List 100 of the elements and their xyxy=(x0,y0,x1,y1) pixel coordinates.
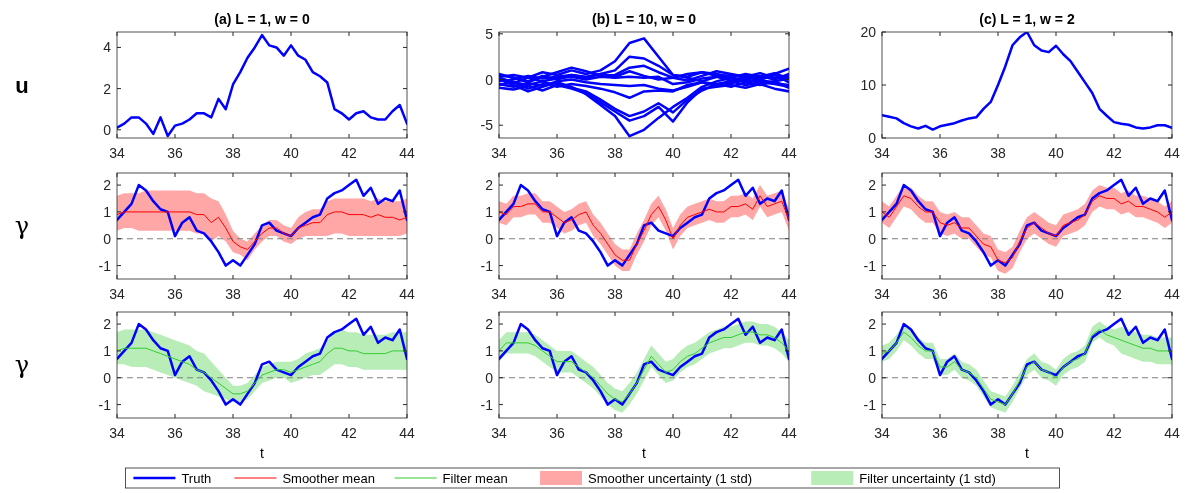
x-tick-label: 34 xyxy=(874,286,890,302)
x-tick-label: 36 xyxy=(549,286,565,302)
y-tick-label: 2 xyxy=(103,80,112,97)
legend-label: Smoother mean xyxy=(282,471,375,486)
x-tick-label: 40 xyxy=(1048,145,1064,161)
x-tick-label: 40 xyxy=(665,286,681,302)
y-tick-label: 2 xyxy=(103,316,112,333)
y-tick-label: 0 xyxy=(103,121,112,138)
x-tick-label: 38 xyxy=(990,145,1006,161)
x-tick-label: 42 xyxy=(341,286,357,302)
x-tick-label: 38 xyxy=(990,286,1006,302)
x-tick-label: 36 xyxy=(549,145,565,161)
x-tick-label: 42 xyxy=(723,286,739,302)
x-tick-label: 38 xyxy=(225,425,241,441)
x-tick-label: 44 xyxy=(1164,425,1180,441)
y-tick-label: 2 xyxy=(485,177,494,194)
x-tick-label: 36 xyxy=(549,425,565,441)
x-tick-label: 40 xyxy=(1048,286,1064,302)
chart-title: (a) L = 1, w = 0 xyxy=(214,11,310,27)
x-tick-label: 36 xyxy=(167,286,183,302)
x-axis-title: t xyxy=(260,445,265,461)
y-tick-label: -1 xyxy=(98,257,112,274)
x-tick-label: 44 xyxy=(399,145,415,161)
y-tick-label: 2 xyxy=(868,177,877,194)
x-tick-label: 44 xyxy=(399,286,415,302)
legend-label: Filter mean xyxy=(442,471,508,486)
x-tick-label: 38 xyxy=(990,425,1006,441)
x-tick-label: 40 xyxy=(283,425,299,441)
x-tick-label: 34 xyxy=(874,425,890,441)
x-tick-label: 42 xyxy=(1106,145,1122,161)
x-tick-label: 34 xyxy=(109,145,125,161)
x-tick-label: 44 xyxy=(781,145,797,161)
x-tick-label: 44 xyxy=(1164,286,1180,302)
y-tick-label: 0 xyxy=(485,230,494,247)
x-tick-label: 40 xyxy=(283,145,299,161)
y-axis-title: u xyxy=(15,73,29,98)
y-tick-label: 1 xyxy=(103,342,112,359)
y-tick-label: 2 xyxy=(485,316,494,333)
y-tick-label: -5 xyxy=(480,117,494,134)
y-tick-label: 1 xyxy=(103,203,112,220)
x-tick-label: 44 xyxy=(1164,145,1180,161)
x-axis-title: t xyxy=(1025,445,1030,461)
x-tick-label: 34 xyxy=(874,145,890,161)
y-tick-label: 1 xyxy=(868,203,877,220)
y-tick-label: -1 xyxy=(863,396,877,413)
y-tick-label: 4 xyxy=(103,39,112,56)
text: Filter uncertainty (1 std) xyxy=(859,471,996,486)
x-tick-label: 40 xyxy=(665,425,681,441)
x-tick-label: 36 xyxy=(932,425,948,441)
x-tick-label: 38 xyxy=(607,145,623,161)
y-tick-label: 1 xyxy=(485,342,494,359)
y-tick-label: 0 xyxy=(868,130,877,146)
chart-title: (b) L = 10, w = 0 xyxy=(591,11,697,27)
x-tick-label: 38 xyxy=(607,425,623,441)
x-tick-label: 38 xyxy=(225,145,241,161)
y-tick-label: 0 xyxy=(868,230,877,247)
x-tick-label: 36 xyxy=(167,145,183,161)
y-tick-label: 1 xyxy=(485,203,494,220)
x-tick-label: 44 xyxy=(781,286,797,302)
x-tick-label: 42 xyxy=(1106,286,1122,302)
y-tick-label: 0 xyxy=(103,369,112,386)
y-tick-label: 0 xyxy=(485,369,494,386)
y-tick-label: 20 xyxy=(860,24,877,40)
x-tick-label: 44 xyxy=(399,425,415,441)
x-tick-label: 40 xyxy=(283,286,299,302)
x-axis-title: t xyxy=(642,445,647,461)
x-tick-label: 34 xyxy=(109,425,125,441)
x-tick-label: 40 xyxy=(1048,425,1064,441)
x-tick-label: 36 xyxy=(932,286,948,302)
x-tick-label: 38 xyxy=(607,286,623,302)
x-tick-label: 42 xyxy=(341,425,357,441)
y-tick-label: -1 xyxy=(98,396,112,413)
y-tick-label: 2 xyxy=(103,177,112,194)
x-tick-label: 34 xyxy=(491,145,507,161)
x-tick-label: 44 xyxy=(781,425,797,441)
x-tick-label: 34 xyxy=(491,425,507,441)
y-tick-label: 0 xyxy=(485,71,494,88)
x-tick-label: 42 xyxy=(723,145,739,161)
x-tick-label: 36 xyxy=(167,425,183,441)
y-tick-label: -1 xyxy=(480,257,494,274)
y-tick-label: -1 xyxy=(863,257,877,274)
y-tick-label: 5 xyxy=(485,25,494,42)
chart-title: (c) L = 1, w = 2 xyxy=(979,11,1075,27)
y-tick-label: 0 xyxy=(103,230,112,247)
text: Smoother uncertainty (1 std) xyxy=(588,471,753,486)
x-tick-label: 34 xyxy=(491,286,507,302)
legend-label: Truth xyxy=(181,471,212,486)
y-axis-title: γ xyxy=(14,351,30,379)
x-tick-label: 38 xyxy=(225,286,241,302)
y-tick-label: -1 xyxy=(480,396,494,413)
x-tick-label: 34 xyxy=(109,286,125,302)
y-tick-label: 0 xyxy=(868,369,877,386)
y-tick-label: 10 xyxy=(860,77,877,93)
x-tick-label: 36 xyxy=(932,145,948,161)
x-tick-label: 40 xyxy=(665,145,681,161)
x-tick-label: 42 xyxy=(341,145,357,161)
y-axis-title: γ xyxy=(14,212,30,240)
y-tick-label: 2 xyxy=(868,316,877,333)
x-tick-label: 42 xyxy=(723,425,739,441)
x-tick-label: 42 xyxy=(1106,425,1122,441)
